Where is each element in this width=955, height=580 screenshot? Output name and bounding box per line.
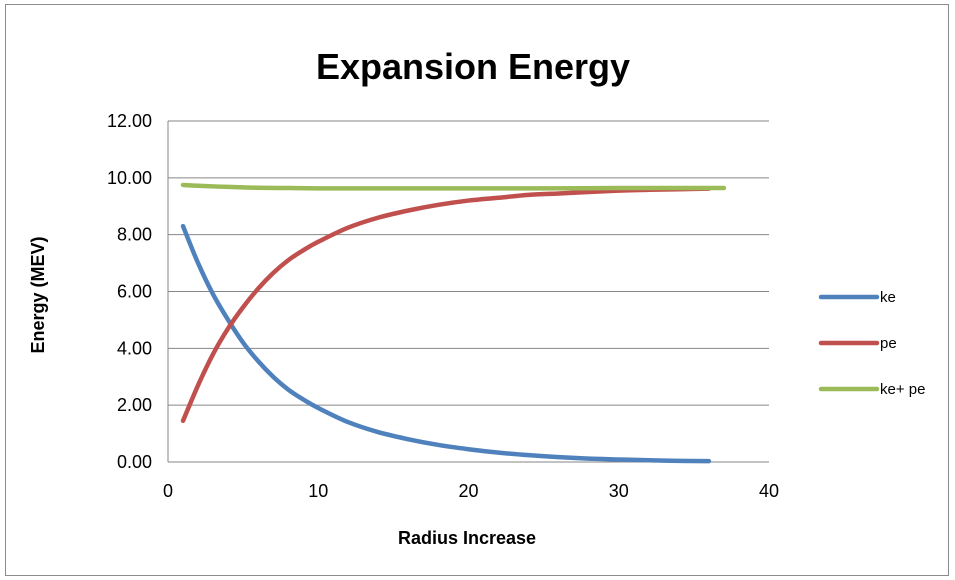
y-tick-label: 12.00 xyxy=(107,111,152,131)
legend: ke pe ke+ pe xyxy=(818,289,925,398)
series-line-pe xyxy=(180,186,712,424)
chart-area: Expansion Energy 0.00 2.00 4.00 6.00 8.00 10.… xyxy=(5,4,949,576)
y-tick-label: 6.00 xyxy=(117,282,152,302)
legend-item: ke+ pe xyxy=(818,381,925,398)
series-line-ke xyxy=(180,223,712,464)
line-chart: Expansion Energy 0.00 2.00 4.00 6.00 8.00 10.… xyxy=(28,46,925,548)
legend-item: ke xyxy=(818,289,896,306)
series-lines xyxy=(180,182,727,464)
x-axis-title: Radius Increase xyxy=(398,528,536,548)
y-axis-title: Energy (MEV) xyxy=(28,236,48,353)
x-tick-label: 40 xyxy=(759,481,779,501)
legend-label: pe xyxy=(880,335,897,352)
y-tick-label: 2.00 xyxy=(117,395,152,415)
chart-title: Expansion Energy xyxy=(316,46,630,87)
legend-item: pe xyxy=(818,335,897,352)
legend-label: ke xyxy=(880,289,896,306)
legend-label: ke+ pe xyxy=(880,381,925,398)
y-tick-label: 8.00 xyxy=(117,225,152,245)
x-tick-label: 20 xyxy=(458,481,478,501)
y-tick-label: 10.00 xyxy=(107,168,152,188)
x-tick-label: 30 xyxy=(609,481,629,501)
gridlines xyxy=(168,120,769,406)
x-tick-label: 10 xyxy=(308,481,328,501)
y-tick-label: 0.00 xyxy=(117,452,152,472)
y-tick-label: 4.00 xyxy=(117,338,152,358)
series-line-ke-pe xyxy=(180,182,727,191)
x-tick-label: 0 xyxy=(163,481,173,501)
tick-labels: 0.00 2.00 4.00 6.00 8.00 10.00 12.00 0 10 20 30 40 xyxy=(107,111,779,501)
